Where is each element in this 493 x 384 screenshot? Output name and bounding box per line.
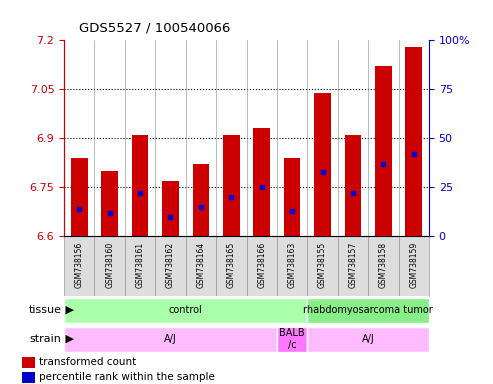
Text: GDS5527 / 100540066: GDS5527 / 100540066 — [79, 22, 230, 35]
FancyBboxPatch shape — [277, 236, 307, 296]
FancyBboxPatch shape — [125, 236, 155, 296]
FancyBboxPatch shape — [368, 236, 398, 296]
FancyBboxPatch shape — [186, 236, 216, 296]
Bar — [71, 158, 88, 236]
Text: strain: strain — [30, 334, 62, 344]
FancyBboxPatch shape — [338, 236, 368, 296]
Text: tissue: tissue — [29, 305, 62, 315]
FancyBboxPatch shape — [307, 327, 429, 352]
Text: percentile rank within the sample: percentile rank within the sample — [39, 372, 215, 382]
Text: transformed count: transformed count — [39, 358, 137, 367]
Bar — [22, 357, 35, 367]
FancyBboxPatch shape — [246, 236, 277, 296]
Bar — [102, 171, 118, 236]
FancyBboxPatch shape — [95, 236, 125, 296]
Text: GSM738161: GSM738161 — [136, 242, 144, 288]
Text: GSM738164: GSM738164 — [196, 242, 206, 288]
Bar — [162, 181, 179, 236]
Text: GSM738160: GSM738160 — [105, 242, 114, 288]
Text: GSM738156: GSM738156 — [75, 242, 84, 288]
FancyBboxPatch shape — [64, 298, 307, 323]
FancyBboxPatch shape — [155, 236, 186, 296]
Bar — [22, 372, 35, 382]
Text: GSM738162: GSM738162 — [166, 242, 175, 288]
Text: control: control — [169, 305, 203, 315]
Bar — [223, 135, 240, 236]
FancyBboxPatch shape — [277, 327, 307, 352]
Bar — [132, 135, 148, 236]
Bar — [314, 93, 331, 236]
Bar — [253, 129, 270, 236]
Text: A/J: A/J — [164, 334, 177, 344]
Bar — [405, 47, 422, 236]
Bar — [375, 66, 391, 236]
FancyBboxPatch shape — [307, 298, 429, 323]
FancyBboxPatch shape — [216, 236, 246, 296]
FancyBboxPatch shape — [307, 236, 338, 296]
Text: GSM738155: GSM738155 — [318, 242, 327, 288]
Bar — [193, 164, 209, 236]
Text: BALB
/c: BALB /c — [280, 328, 305, 349]
FancyBboxPatch shape — [398, 236, 429, 296]
Text: GSM738165: GSM738165 — [227, 242, 236, 288]
Text: GSM738159: GSM738159 — [409, 242, 418, 288]
Text: rhabdomyosarcoma tumor: rhabdomyosarcoma tumor — [303, 305, 433, 315]
Text: GSM738166: GSM738166 — [257, 242, 266, 288]
Text: GSM738163: GSM738163 — [287, 242, 297, 288]
Bar — [284, 158, 300, 236]
Text: GSM738158: GSM738158 — [379, 242, 388, 288]
FancyBboxPatch shape — [64, 327, 277, 352]
Text: ▶: ▶ — [62, 334, 73, 344]
Text: ▶: ▶ — [62, 305, 73, 315]
FancyBboxPatch shape — [64, 236, 95, 296]
Text: GSM738157: GSM738157 — [349, 242, 357, 288]
Text: A/J: A/J — [362, 334, 375, 344]
Bar — [345, 135, 361, 236]
